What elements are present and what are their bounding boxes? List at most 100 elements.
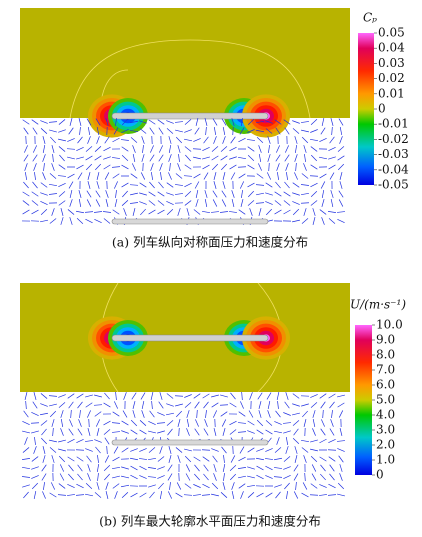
velocity-vector (96, 482, 100, 490)
velocity-vector (60, 217, 64, 225)
velocity-vector (40, 120, 48, 124)
velocity-vector (255, 184, 265, 186)
colorbar (358, 33, 374, 185)
velocity-vector (212, 455, 218, 463)
velocity-vector (229, 465, 237, 471)
velocity-vector (328, 393, 336, 399)
colorbar-label: Cₚ (363, 11, 377, 25)
velocity-vector (184, 119, 192, 125)
velocity-vector (238, 411, 246, 417)
velocity-vector (283, 119, 291, 125)
velocity-vector (283, 209, 291, 215)
velocity-vector (42, 491, 46, 499)
velocity-vector (87, 127, 91, 135)
velocity-vector (148, 430, 156, 434)
velocity-vector (222, 181, 226, 189)
velocity-vector (294, 446, 298, 454)
velocity-vector (184, 455, 192, 463)
velocity-vector (94, 146, 102, 152)
velocity-vector (132, 410, 136, 418)
velocity-vector (67, 209, 75, 215)
velocity-vector (265, 465, 273, 471)
velocity-vector (193, 456, 201, 462)
velocity-vector (228, 211, 238, 213)
velocity-vector (203, 464, 209, 472)
velocity-vector (151, 400, 153, 410)
velocity-vector (130, 137, 138, 143)
velocity-vector (331, 409, 333, 419)
velocity-vector (113, 127, 119, 135)
velocity-vector (213, 473, 217, 481)
velocity-vector (42, 136, 46, 144)
velocity-vector (265, 448, 273, 452)
velocity-vector (204, 190, 208, 198)
velocity-vector (140, 208, 146, 216)
velocity-vector (68, 464, 74, 472)
velocity-vector (294, 172, 298, 180)
velocity-vector (51, 455, 55, 463)
velocity-vector (166, 208, 174, 216)
velocity-vector (293, 473, 299, 481)
velocity-vector (104, 455, 110, 463)
velocity-vector (265, 128, 273, 134)
velocity-vector (237, 431, 247, 433)
velocity-vector (139, 429, 147, 435)
colorbar-tick-label: 0.01 (378, 86, 405, 100)
velocity-vector (221, 446, 227, 454)
velocity-vector (265, 192, 273, 196)
velocity-vector (142, 144, 144, 154)
velocity-vector (256, 419, 264, 427)
velocity-vector (139, 465, 147, 471)
velocity-vector (69, 190, 73, 198)
velocity-vector (167, 464, 173, 472)
velocity-vector (24, 163, 28, 171)
velocity-vector (311, 464, 317, 472)
velocity-vector (249, 208, 253, 216)
velocity-vector (58, 439, 66, 443)
velocity-vector (166, 403, 174, 407)
colorbar-tick-label: 9.0 (376, 333, 395, 347)
velocity-vector (320, 473, 326, 481)
velocity-vector (159, 446, 163, 454)
velocity-vector (185, 464, 191, 472)
velocity-vector (292, 437, 300, 445)
velocity-vector (203, 136, 209, 144)
velocity-vector (274, 430, 282, 434)
velocity-vector (30, 422, 40, 424)
velocity-vector (310, 146, 318, 152)
velocity-vector (149, 127, 155, 135)
velocity-vector (85, 218, 93, 224)
velocity-vector (49, 410, 57, 418)
velocity-vector (303, 208, 307, 216)
velocity-vector (212, 190, 218, 198)
velocity-vector (275, 181, 281, 189)
velocity-vector (267, 410, 271, 418)
velocity-vector (31, 191, 39, 197)
velocity-vector (321, 199, 325, 207)
velocity-vector (321, 190, 325, 198)
velocity-vector (185, 154, 191, 162)
velocity-vector (84, 211, 94, 213)
velocity-vector (130, 192, 138, 196)
velocity-vector (25, 400, 27, 410)
velocity-vector (121, 492, 129, 498)
velocity-vector (148, 191, 156, 197)
velocity-vector (205, 126, 207, 136)
velocity-vector (256, 173, 264, 179)
velocity-vector (103, 402, 111, 408)
velocity-vector (160, 171, 162, 181)
velocity-vector (85, 402, 93, 408)
velocity-vector (194, 464, 200, 472)
velocity-vector (247, 164, 255, 170)
velocity-vector (284, 181, 290, 189)
velocity-vector (93, 211, 103, 213)
velocity-vector (320, 181, 326, 189)
velocity-vector (94, 439, 102, 443)
velocity-vector (113, 401, 119, 409)
velocity-vector (130, 120, 138, 124)
velocity-vector (121, 155, 129, 161)
velocity-vector (327, 211, 337, 213)
velocity-vector (237, 156, 247, 160)
velocity-vector (22, 484, 30, 488)
velocity-vector (268, 162, 270, 172)
